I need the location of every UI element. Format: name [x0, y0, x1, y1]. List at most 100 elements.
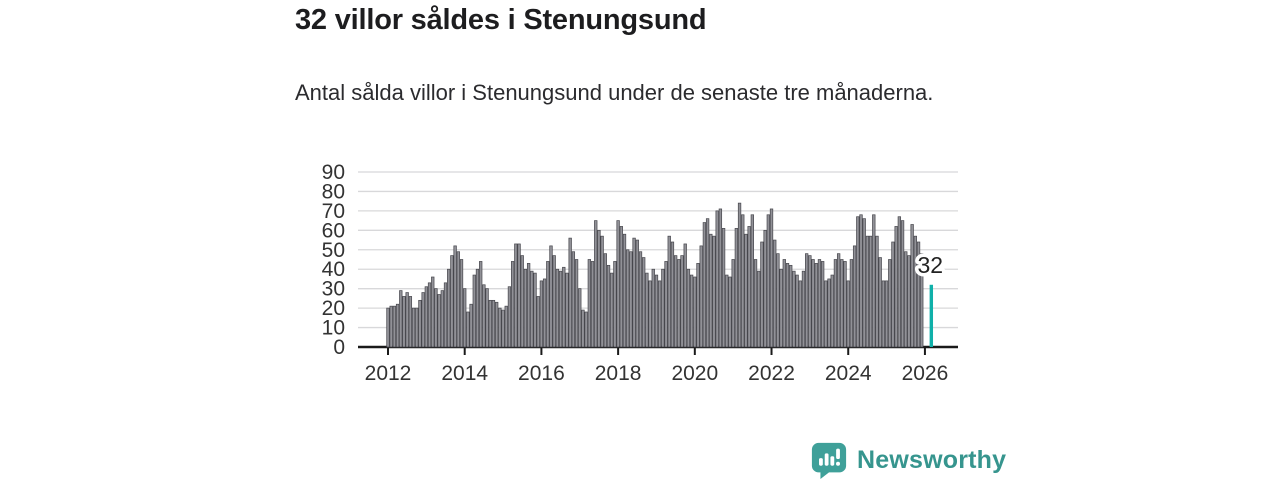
month-bar: [677, 259, 681, 348]
month-bar: [558, 270, 563, 348]
y-axis-tick-label: 0: [333, 336, 345, 359]
month-bar: [830, 274, 834, 348]
month-bar: [472, 274, 476, 348]
month-bar: [916, 241, 921, 348]
month-bar: [907, 255, 911, 348]
month-bar: [827, 278, 831, 348]
month-bar: [843, 261, 847, 348]
month-bar: [776, 253, 780, 348]
month-bar: [747, 226, 751, 348]
month-bar: [910, 224, 914, 348]
month-bar: [517, 243, 521, 348]
month-bar: [766, 214, 770, 348]
y-axis-tick-label: 30: [322, 278, 345, 301]
month-bar: [552, 255, 556, 348]
month-bar: [495, 301, 499, 348]
month-bar: [712, 235, 716, 348]
month-bar: [526, 263, 531, 348]
month-bar: [590, 261, 595, 348]
x-axis-tick-label: 2016: [518, 362, 565, 385]
month-bar: [734, 228, 739, 348]
month-bar: [814, 263, 818, 348]
month-bar: [485, 288, 489, 348]
month-bar: [571, 251, 576, 348]
month-bar: [530, 270, 534, 348]
month-bar: [431, 276, 435, 348]
month-bar: [648, 280, 652, 348]
month-bar: [408, 296, 413, 348]
y-axis-tick-label: 40: [322, 258, 345, 281]
month-bar: [594, 220, 598, 348]
month-bar: [405, 292, 409, 348]
month-bar: [600, 235, 604, 348]
month-bar: [386, 307, 390, 348]
month-bar: [565, 272, 569, 348]
y-axis-tick-label: 70: [322, 200, 345, 223]
month-bar: [840, 259, 844, 348]
month-bar: [638, 251, 643, 348]
month-bar: [737, 202, 742, 348]
x-axis-tick-label: 2012: [365, 362, 412, 385]
month-bar: [795, 274, 799, 348]
month-bar: [881, 280, 886, 348]
x-axis-tick-label: 2018: [595, 362, 642, 385]
x-axis-tick-label: 2022: [748, 362, 795, 385]
month-bar: [852, 245, 857, 348]
month-bar: [859, 214, 863, 348]
month-bar: [491, 299, 496, 348]
month-bar: [447, 268, 451, 348]
month-bar: [683, 243, 687, 348]
month-bar: [456, 251, 460, 348]
month-bar: [520, 255, 524, 348]
month-bar: [645, 272, 649, 348]
month-bar: [402, 296, 406, 348]
chart-subtitle: Antal sålda villor i Stenungsund under d…: [295, 80, 934, 105]
month-bar: [862, 218, 866, 348]
month-bar: [846, 280, 850, 348]
month-bar: [434, 288, 438, 348]
month-bar: [757, 270, 761, 348]
month-bar: [427, 282, 432, 348]
month-bar: [741, 214, 745, 348]
month-bar: [728, 276, 732, 348]
month-bar: [798, 280, 802, 348]
month-bar: [686, 268, 691, 348]
month-bar: [488, 299, 492, 348]
month-bar: [856, 216, 860, 348]
month-bar: [680, 255, 684, 348]
y-axis-tick-label: 50: [322, 239, 345, 262]
month-bar: [785, 263, 790, 348]
page-title: 32 villor såldes i Stenungsund: [295, 4, 707, 36]
month-bar: [792, 270, 796, 348]
month-bar: [913, 235, 917, 348]
month-bar: [836, 253, 841, 348]
month-bar: [689, 274, 694, 348]
month-bar: [779, 268, 783, 348]
y-axis-tick-label: 20: [322, 297, 345, 320]
month-bar: [773, 239, 777, 348]
month-bar: [702, 222, 707, 348]
month-bar: [920, 253, 924, 348]
month-bar: [654, 274, 659, 348]
x-axis-tick-label: 2026: [902, 362, 949, 385]
month-bar: [510, 261, 515, 348]
month-bar: [872, 214, 876, 348]
month-bar: [769, 208, 774, 348]
month-bar: [651, 268, 655, 348]
month-bar: [619, 226, 623, 348]
month-bar: [709, 233, 713, 348]
month-bar: [399, 290, 403, 348]
month-bar: [821, 261, 825, 348]
month-bar: [475, 268, 480, 348]
month-bar: [868, 235, 873, 348]
month-bar: [805, 253, 809, 348]
month-bar: [514, 243, 518, 348]
month-bar: [731, 259, 735, 348]
x-axis-tick-label: 2024: [825, 362, 872, 385]
month-bar: [610, 272, 614, 348]
month-bar: [437, 294, 441, 348]
month-bar: [613, 261, 617, 348]
month-bar: [463, 288, 467, 348]
